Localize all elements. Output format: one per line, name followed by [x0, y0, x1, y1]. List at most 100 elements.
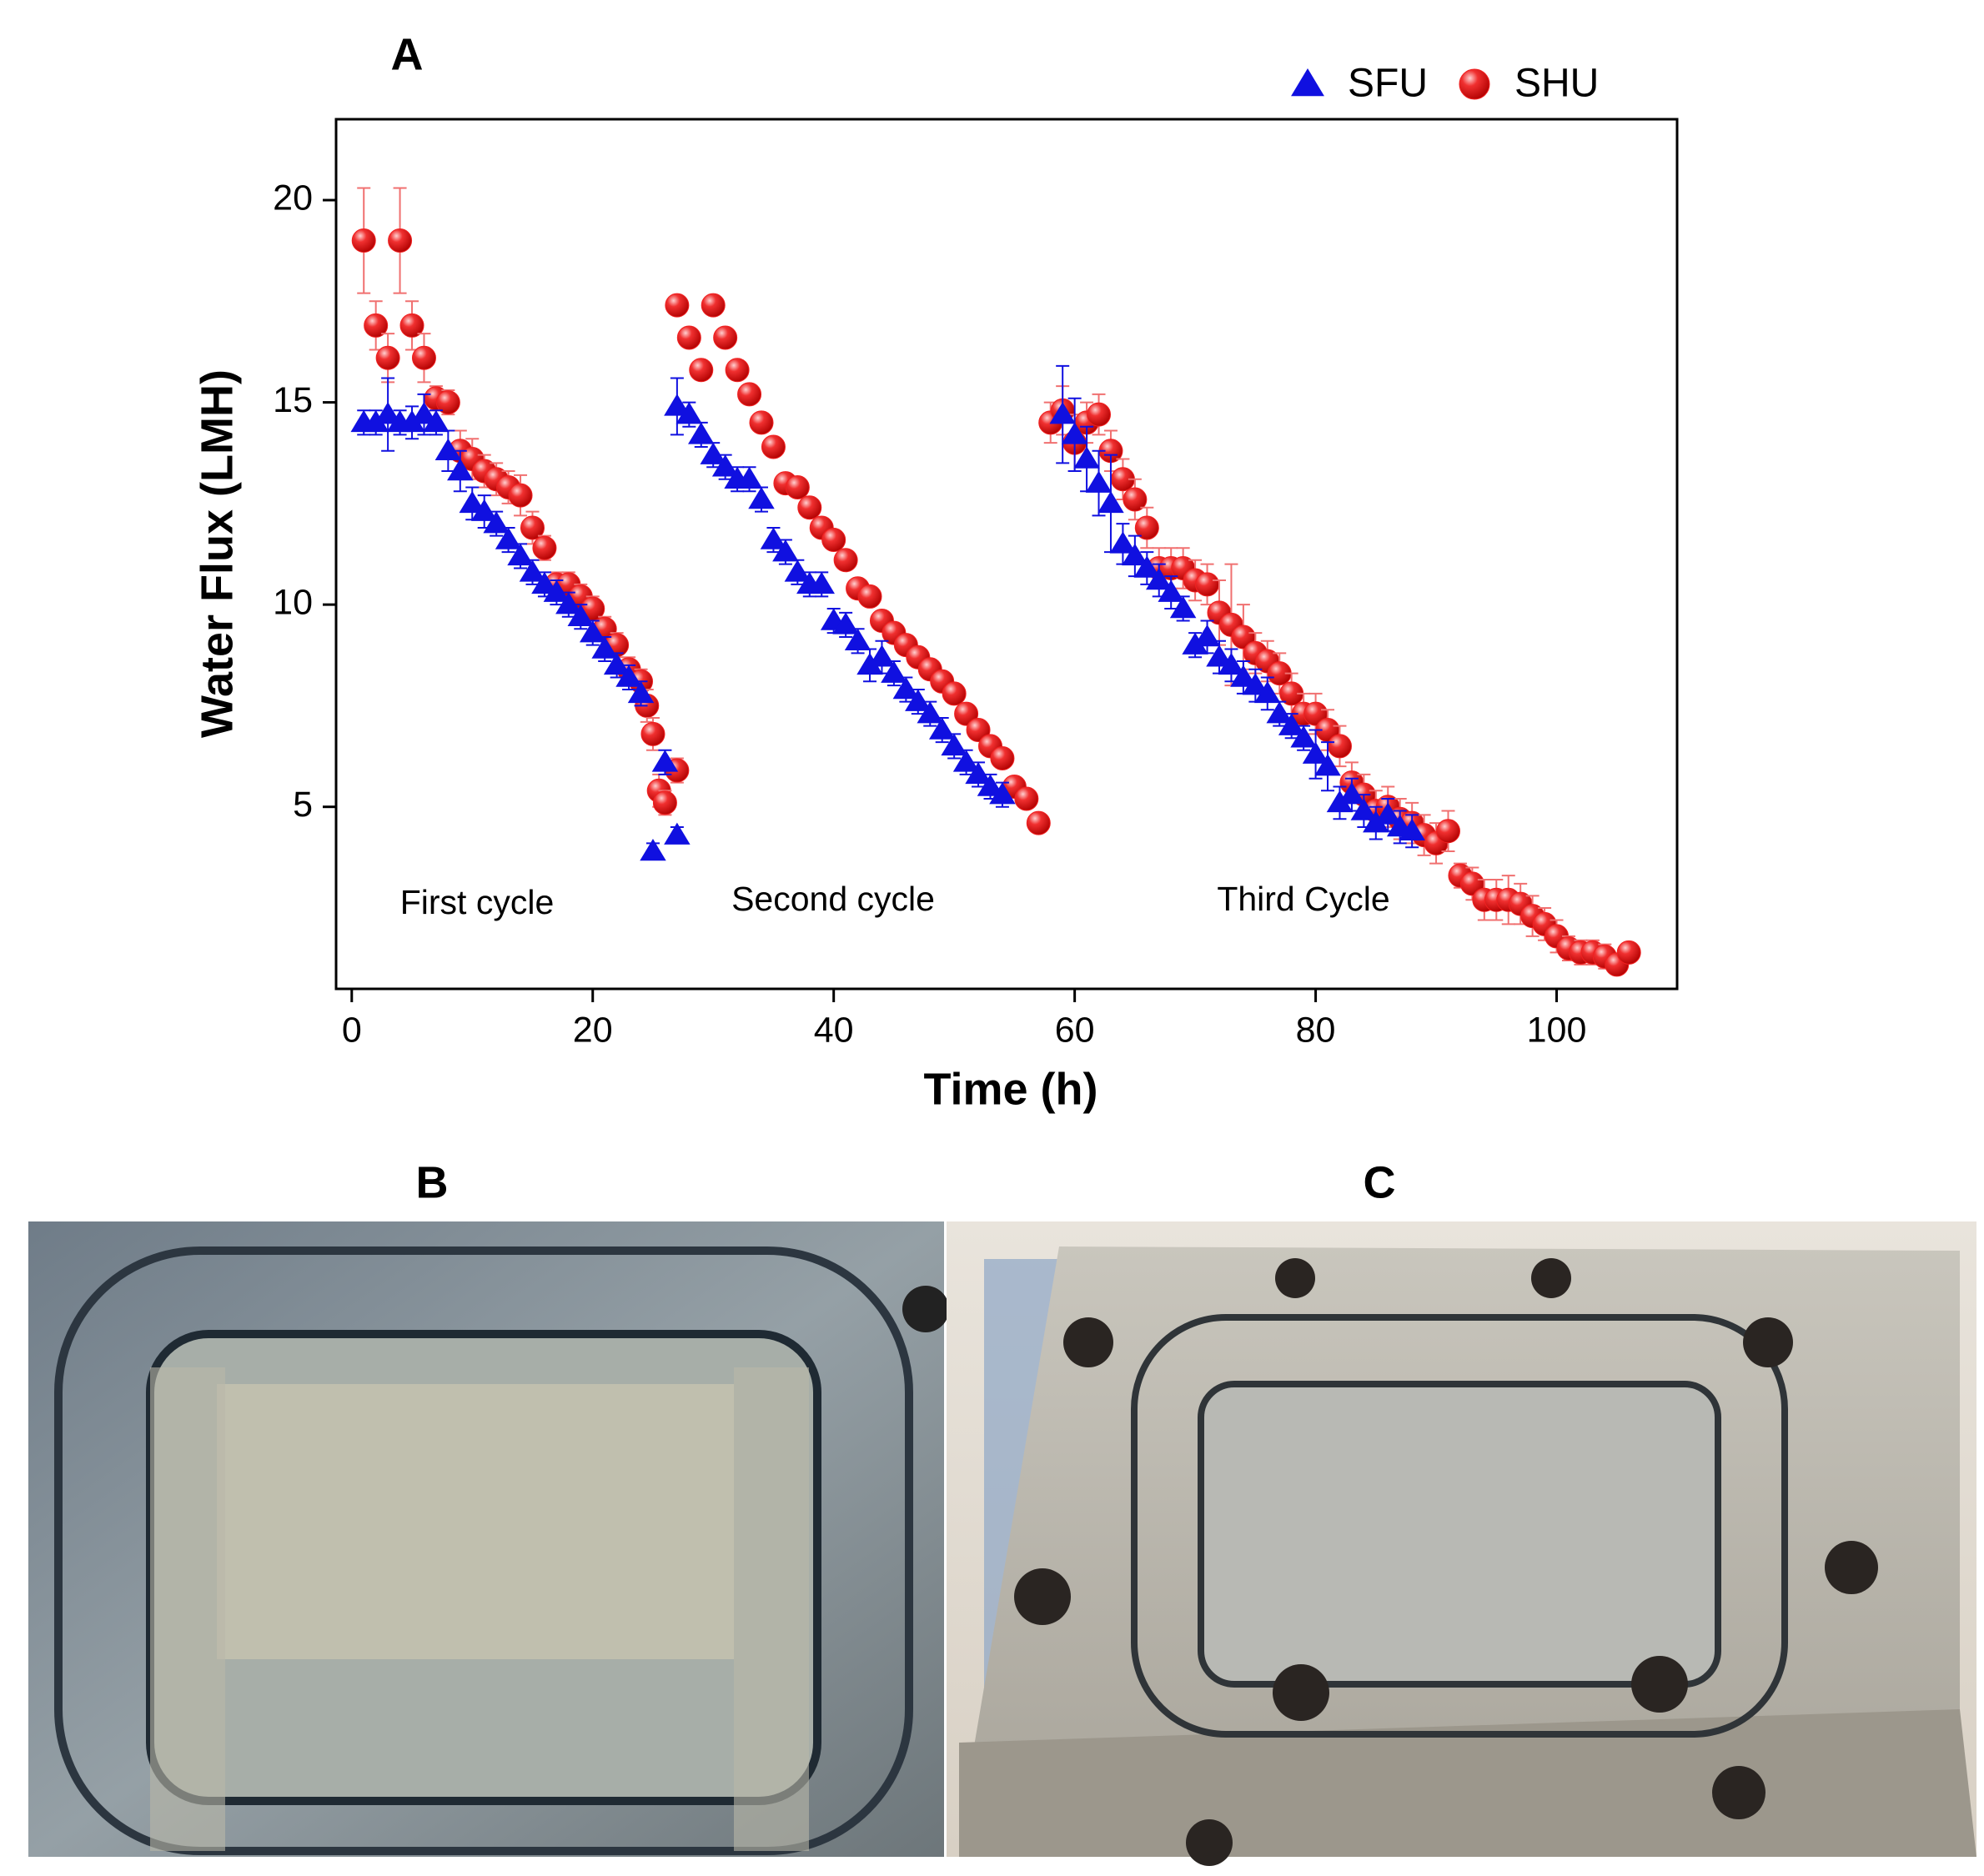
x-tick-label: 60 [1055, 1010, 1095, 1050]
x-tick-label: 40 [814, 1010, 854, 1050]
marker [1266, 701, 1293, 724]
marker [543, 579, 570, 602]
marker [555, 592, 582, 614]
marker [1326, 790, 1354, 813]
marker [1049, 402, 1076, 424]
marker [1302, 741, 1329, 764]
marker [603, 652, 630, 675]
marker [761, 434, 786, 459]
marker [1350, 798, 1378, 820]
marker [1061, 422, 1088, 444]
plot-frame [334, 118, 1679, 991]
marker [1327, 734, 1352, 759]
marker [749, 410, 774, 435]
marker [1374, 802, 1402, 825]
marker [410, 402, 438, 424]
marker [1206, 645, 1233, 667]
marker [856, 652, 883, 675]
marker [388, 228, 413, 253]
x-tick-label: 80 [1296, 1010, 1336, 1050]
marker [640, 721, 666, 746]
marker [1169, 595, 1197, 619]
marker [1109, 531, 1137, 554]
marker [364, 313, 389, 338]
marker [772, 539, 799, 562]
marker [785, 474, 810, 499]
series [350, 364, 1425, 861]
marker [508, 483, 533, 508]
photo-b [28, 1221, 949, 1857]
y-tick-label: 15 [273, 380, 313, 420]
marker [736, 466, 763, 489]
marker [651, 750, 679, 772]
marker [676, 402, 703, 424]
panel-label: C [1364, 1157, 1396, 1207]
panel-label: B [416, 1157, 449, 1207]
marker [1134, 515, 1159, 540]
marker [977, 774, 1004, 796]
marker [375, 345, 400, 370]
marker [1435, 819, 1460, 844]
marker [892, 677, 920, 700]
marker [1278, 713, 1305, 735]
marker [399, 409, 425, 433]
marker [434, 438, 462, 461]
marker [784, 559, 811, 582]
marker [857, 584, 882, 609]
x-axis-title: Time (h) [923, 1064, 1097, 1114]
marker [362, 409, 389, 433]
y-axis-title: Water Flux (LMH) [192, 369, 242, 738]
marker [532, 535, 557, 560]
marker [531, 571, 558, 594]
marker [411, 345, 436, 370]
annotation: Second cycle [731, 880, 935, 918]
panel-label: A [391, 29, 424, 79]
marker [760, 527, 787, 549]
y-tick-label: 10 [273, 582, 313, 622]
marker [725, 358, 750, 383]
marker [1230, 665, 1257, 687]
marker [1087, 402, 1112, 427]
marker [520, 515, 545, 540]
marker [665, 293, 690, 318]
marker [1123, 487, 1148, 512]
marker [470, 499, 498, 521]
marker [1339, 782, 1365, 805]
marker [989, 782, 1016, 805]
marker [447, 459, 474, 481]
marker [519, 559, 546, 582]
marker [652, 790, 677, 815]
marker [833, 548, 858, 573]
marker [1195, 572, 1220, 597]
marker [1073, 446, 1100, 469]
legend-label: SFU [1348, 62, 1428, 106]
marker [905, 689, 932, 711]
marker [423, 409, 450, 433]
marker [435, 390, 460, 415]
marker [1193, 624, 1221, 647]
marker [942, 681, 967, 706]
marker [748, 487, 775, 509]
marker [1290, 725, 1317, 748]
series [351, 187, 1641, 977]
marker [821, 528, 846, 553]
marker [1122, 543, 1148, 566]
marker [797, 495, 822, 520]
y-tick-label: 20 [273, 178, 313, 218]
marker [1097, 490, 1124, 514]
marker [688, 422, 715, 444]
marker [374, 402, 401, 424]
marker [1014, 786, 1039, 811]
x-tick-label: 0 [342, 1010, 362, 1050]
annotation: First cycle [400, 883, 555, 921]
marker [1242, 673, 1269, 695]
marker [1085, 470, 1113, 493]
legend-marker [1459, 68, 1490, 100]
marker [459, 490, 486, 514]
marker [844, 628, 871, 651]
marker [640, 839, 666, 861]
marker [965, 761, 992, 785]
marker [711, 454, 739, 477]
marker [689, 358, 714, 383]
